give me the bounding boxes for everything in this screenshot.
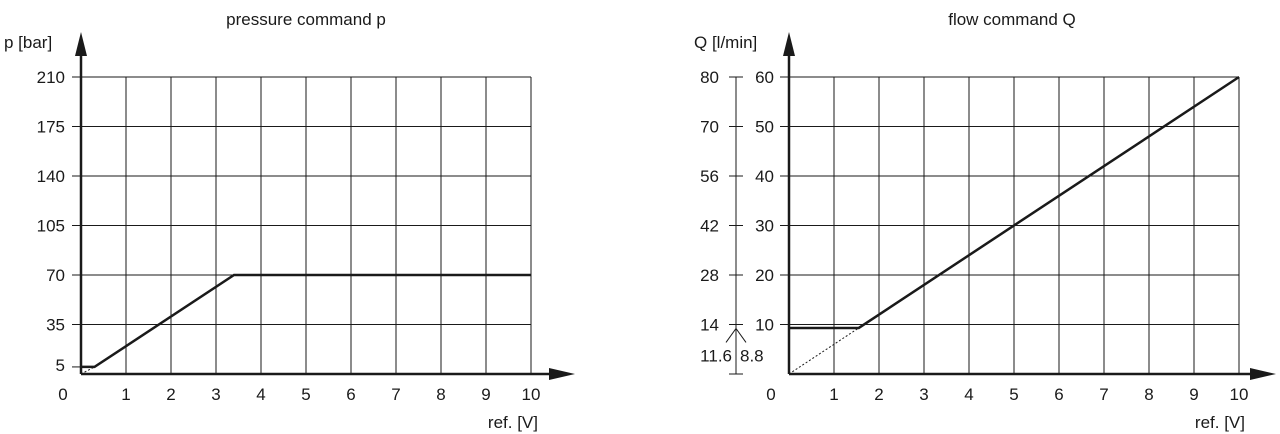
x-tick-label: 3 [919, 385, 928, 404]
x-tick-label: 8 [1144, 385, 1153, 404]
secondary-y-tick-label: 80 [700, 68, 719, 87]
y-axis-arrow-icon [75, 32, 87, 56]
x-axis-label: ref. [V] [1195, 413, 1245, 432]
y-axis-label: p [bar] [4, 33, 52, 52]
origin-label: 0 [58, 385, 67, 404]
y-tick-label: 35 [46, 316, 65, 335]
x-tick-label: 7 [1099, 385, 1108, 404]
y-axis-arrow-icon [783, 32, 795, 56]
x-tick-label: 6 [346, 385, 355, 404]
y-tick-label: 140 [37, 167, 65, 186]
y-tick-label: 10 [755, 316, 774, 335]
x-axis-label: ref. [V] [488, 413, 538, 432]
secondary-y-tick-label: 14 [700, 316, 719, 335]
secondary-y-tick-label: 70 [700, 118, 719, 137]
secondary-y-tick-label: 28 [700, 266, 719, 285]
y-tick-label: 60 [755, 68, 774, 87]
x-tick-label: 6 [1054, 385, 1063, 404]
series-line-dotted [788, 327, 860, 375]
min-marker-label: 5 [56, 356, 65, 375]
min-marker-caret [725, 327, 747, 343]
x-tick-label: 5 [301, 385, 310, 404]
y-tick-label: 210 [37, 68, 65, 87]
chart-1: pressure command p p [bar] ref. [V] 0 1 2 3 4 5 6… [4, 10, 575, 432]
x-tick-label: 1 [829, 385, 838, 404]
origin-label: 0 [766, 385, 775, 404]
x-tick-label: 4 [964, 385, 973, 404]
x-tick-label: 5 [1009, 385, 1018, 404]
series-line-dotted [80, 366, 95, 375]
secondary-y-tick-label: 42 [700, 217, 719, 236]
x-tick-label: 1 [121, 385, 130, 404]
x-axis-arrow-icon [1250, 368, 1276, 380]
y-tick-label: 70 [46, 266, 65, 285]
min-marker-label-secondary: 11.6 [700, 346, 732, 365]
chart-2: flow command QQ [l/min]ref. [V]0 1 2 3 4 5 6 7 8… [694, 10, 1276, 432]
secondary-y-tick-label: 56 [700, 167, 719, 186]
x-tick-label: 3 [211, 385, 220, 404]
x-tick-label: 7 [391, 385, 400, 404]
y-tick-label: 30 [755, 217, 774, 236]
chart-title: pressure command p [226, 10, 386, 29]
y-tick-label: 50 [755, 118, 774, 137]
x-tick-label: 4 [256, 385, 265, 404]
x-tick-label: 2 [874, 385, 883, 404]
x-tick-label: 8 [436, 385, 445, 404]
y-axis-label: Q [l/min] [694, 33, 757, 52]
x-tick-label: 2 [166, 385, 175, 404]
min-marker-label: 8.8 [740, 346, 764, 365]
series-line [81, 273, 531, 369]
x-tick-label: 10 [522, 385, 541, 404]
series-line [789, 75, 1240, 330]
y-tick-label: 175 [37, 118, 65, 137]
chart-title: flow command Q [948, 10, 1076, 29]
x-axis-arrow-icon [549, 368, 575, 380]
x-tick-label: 9 [481, 385, 490, 404]
y-tick-label: 105 [37, 217, 65, 236]
y-tick-label: 20 [755, 266, 774, 285]
x-tick-label: 9 [1189, 385, 1198, 404]
x-tick-label: 10 [1230, 385, 1249, 404]
y-tick-label: 40 [755, 167, 774, 186]
